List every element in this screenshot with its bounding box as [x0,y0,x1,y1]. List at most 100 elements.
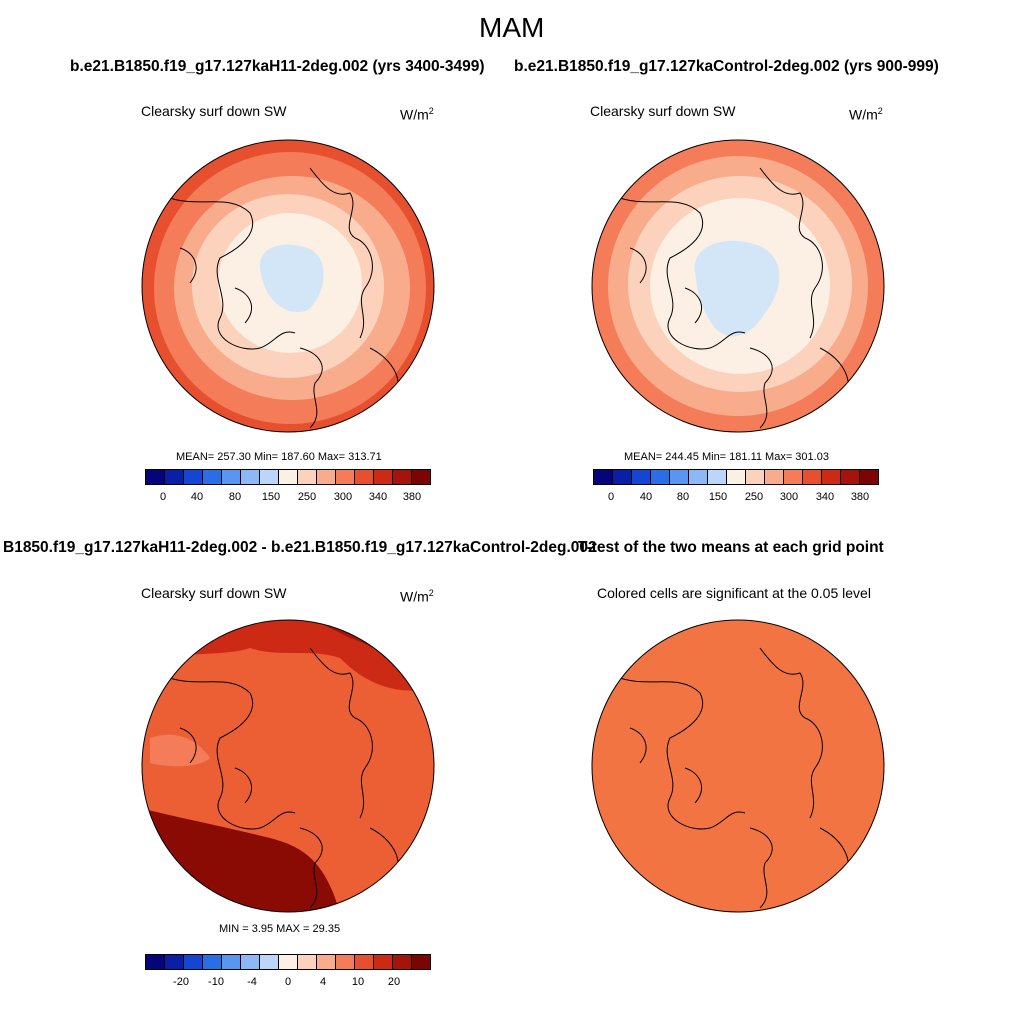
panel2-colorbar-tick: 380 [850,491,870,503]
panel1-colorbar-tick: 0 [159,491,167,503]
panel3-colorbar-tick: 20 [387,976,401,988]
panel1-polar-map [141,139,435,433]
panel2-colorbar-tick: 250 [744,491,764,503]
panel2-colorbar-tick: 40 [639,491,653,503]
panel1-colorbar-tick: 340 [368,491,388,503]
panel1-colorbar-tick: 380 [402,491,422,503]
panel2-colorbar-swatch [651,470,670,484]
panel3-colorbar-swatch [412,955,430,969]
panel3-header: B1850.f19_g17.127kaH11-2deg.002 - b.e21.… [3,539,597,556]
panel4-significance-label: Colored cells are significant at the 0.0… [597,585,871,601]
panel1-colorbar-swatch [184,470,203,484]
panel1-units: W/m2 [400,106,434,123]
panel1-colorbar-swatch [298,470,317,484]
panel3-variable-label: Clearsky surf down SW [141,585,287,601]
panel2-colorbar-swatch [765,470,784,484]
panel3-band-left [150,734,210,767]
panel1-units-sup: 2 [428,106,434,116]
panel2-colorbar-tick: 150 [708,491,728,503]
panel2-colorbar-swatch [689,470,708,484]
panel1-header: b.e21.B1850.f19_g17.127kaH11-2deg.002 (y… [70,58,485,75]
panel3-units-text: W/m [400,588,429,605]
panel1-colorbar-tick: 40 [190,491,204,503]
panel3-polar-map [141,619,435,913]
panel2-units-sup: 2 [877,106,883,116]
panel2-colorbar-swatch [746,470,765,484]
panel1-colorbar-tick: 250 [297,491,317,503]
panel1-colorbar-swatch [222,470,241,484]
panel2-colorbar-swatch [594,470,613,484]
panel2-colorbar-tick: 300 [779,491,799,503]
panel2-colorbar [593,469,879,485]
panel3-colorbar-swatch [336,955,355,969]
panel1-colorbar-swatch [317,470,336,484]
panel3-colorbar-swatch [241,955,260,969]
panel3-colorbar-swatch [184,955,203,969]
panel2-colorbar-swatch [841,470,860,484]
panel2-units: W/m2 [849,106,883,123]
panel1-colorbar-swatch [165,470,184,484]
panel2-map-border [591,139,885,433]
figure-title: MAM [479,12,545,43]
panel2-colorbar-swatch [822,470,841,484]
panel2-colorbar-tick: 0 [607,491,615,503]
panel3-colorbar-tick: 4 [319,976,327,988]
panel1-colorbar-swatch [355,470,374,484]
panel3-colorbar-swatch [355,955,374,969]
panel1-colorbar [145,469,431,485]
panel2-colorbar-swatch [860,470,878,484]
panel2-colorbar-swatch [613,470,632,484]
panel3-colorbar-swatch [260,955,279,969]
panel4-polar-map [591,619,885,913]
panel1-colorbar-tick: 300 [333,491,353,503]
panel2-variable-label: Clearsky surf down SW [590,103,736,119]
panel2-colorbar-swatch [670,470,689,484]
panel2-colorbar-tick: 80 [676,491,690,503]
panel3-colorbar [145,954,431,970]
panel3-colorbar-tick: -20 [173,976,189,988]
panel3-colorbar-swatch [146,955,165,969]
panel2-colorbar-swatch [784,470,803,484]
panel3-colorbar-swatch [165,955,184,969]
panel3-units-sup: 2 [428,588,434,598]
panel3-colorbar-tick: 0 [284,976,292,988]
panel1-colorbar-swatch [260,470,279,484]
panel1-colorbar-swatch [336,470,355,484]
panel1-colorbar-swatch [393,470,412,484]
panel3-colorbar-tick: -10 [208,976,224,988]
panel1-colorbar-swatch [279,470,298,484]
panel3-colorbar-swatch [374,955,393,969]
panel1-colorbar-tick: 150 [261,491,281,503]
panel1-map-border [141,139,435,433]
panel2-units-text: W/m [849,106,878,123]
panel1-stats: MEAN= 257.30 Min= 187.60 Max= 313.71 [176,451,382,463]
panel2-colorbar-swatch [803,470,822,484]
panel3-colorbar-swatch [279,955,298,969]
panel1-colorbar-tick: 80 [228,491,242,503]
panel2-header: b.e21.B1850.f19_g17.127kaControl-2deg.00… [514,58,939,75]
panel3-units: W/m2 [400,588,434,605]
panel3-colorbar-tick: -4 [247,976,257,988]
panel4-header: T-test of the two means at each grid poi… [578,539,884,556]
panel3-colorbar-swatch [203,955,222,969]
panel1-sea-ice [259,244,324,313]
panel4-map-border [591,619,885,913]
panel3-map-border [141,619,435,913]
panel3-colorbar-swatch [317,955,336,969]
panel4-significant-fill [592,620,884,912]
panel3-stats: MIN = 3.95 MAX = 29.35 [219,923,341,935]
panel2-colorbar-swatch [727,470,746,484]
panel2-sea-ice [694,240,780,337]
panel2-colorbar-swatch [632,470,651,484]
panel1-colorbar-swatch [374,470,393,484]
panel1-colorbar-swatch [412,470,430,484]
panel3-colorbar-swatch [298,955,317,969]
panel1-units-text: W/m [400,106,429,123]
panel1-colorbar-swatch [203,470,222,484]
panel1-colorbar-swatch [241,470,260,484]
panel3-colorbar-swatch [393,955,412,969]
panel1-colorbar-swatch [146,470,165,484]
panel3-colorbar-tick: 10 [351,976,365,988]
panel3-colorbar-swatch [222,955,241,969]
panel2-colorbar-swatch [708,470,727,484]
